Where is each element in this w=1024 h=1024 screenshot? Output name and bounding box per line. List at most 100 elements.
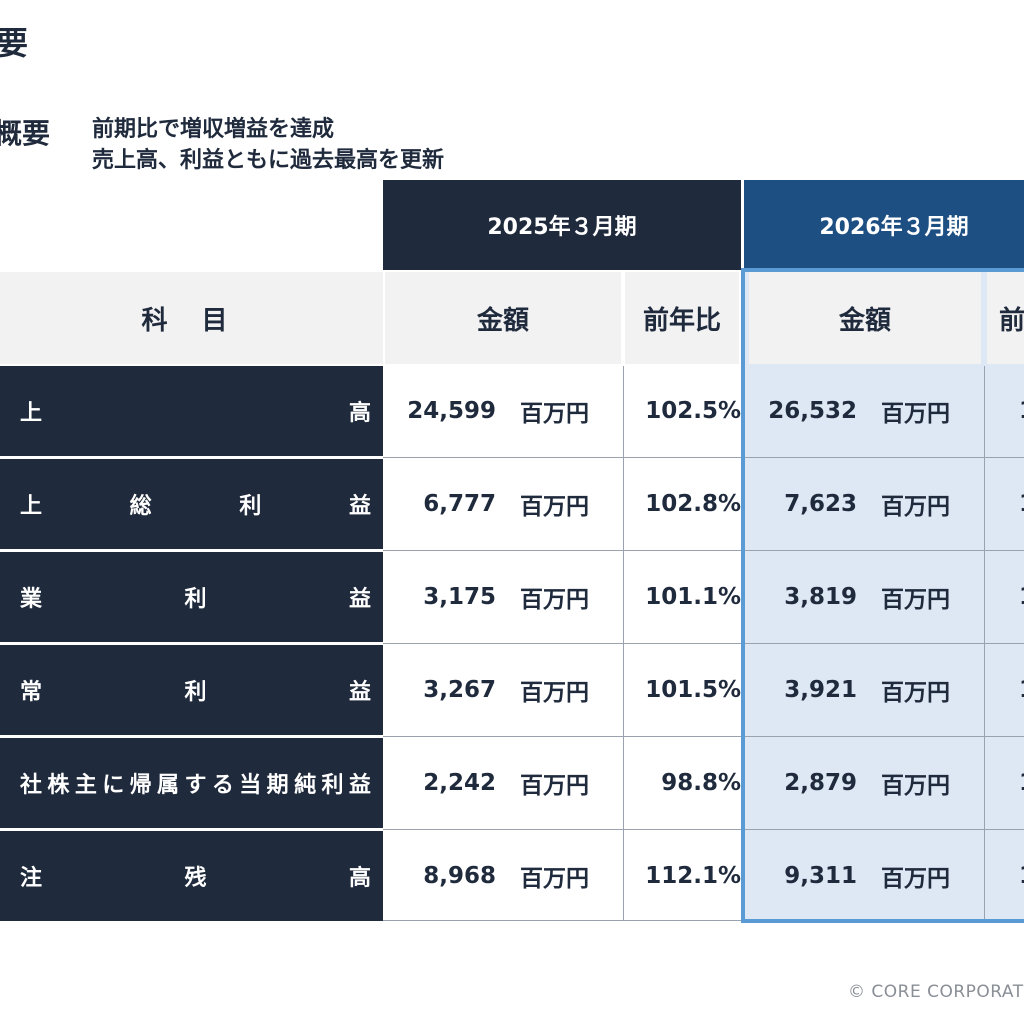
item-char: 益 <box>348 680 371 705</box>
curr-unit: 百万円 <box>881 773 950 799</box>
item-char: 利 <box>184 680 207 705</box>
curr-amount-cell: 3,819 百万円 <box>753 552 983 642</box>
item-char: 当 <box>239 773 262 798</box>
grid-line <box>383 829 1024 830</box>
prev-yoy: 98.8% <box>661 770 741 796</box>
curr-yoy-cell: 1 <box>987 459 1024 549</box>
current-period-highlight <box>741 268 1024 923</box>
item-char: 主 <box>74 773 97 798</box>
item-char: 益 <box>348 773 371 798</box>
prev-amount-cell: 2,242 百万円 <box>392 738 622 828</box>
curr-yoy-cell: 1 <box>987 552 1024 642</box>
column-header-yoy-2026: 前 <box>987 272 1024 364</box>
curr-amount: 2,879 <box>784 770 857 796</box>
item-char: 帰 <box>129 773 152 798</box>
item-char: 常 <box>20 680 43 705</box>
curr-amount-cell: 9,311 百万円 <box>753 831 983 921</box>
prev-amount: 8,968 <box>423 863 496 889</box>
prev-amount-cell: 24,599 百万円 <box>392 366 622 456</box>
curr-amount: 3,921 <box>784 677 857 703</box>
prev-yoy-cell: 102.5% <box>625 366 741 456</box>
item-char: 利 <box>321 773 344 798</box>
item-char: 上 <box>20 494 43 519</box>
curr-amount-cell: 26,532 百万円 <box>753 366 983 456</box>
copyright: © CORE CORPORAT <box>848 982 1024 1002</box>
prev-unit: 百万円 <box>520 401 589 427</box>
curr-unit: 百万円 <box>881 494 950 520</box>
prev-unit: 百万円 <box>520 773 589 799</box>
curr-yoy: 1 <box>1019 491 1024 517</box>
column-header-item: 科 目 <box>0 272 383 364</box>
curr-yoy: 1 <box>1019 770 1024 796</box>
prev-unit: 百万円 <box>520 494 589 520</box>
prev-yoy: 112.1% <box>645 863 741 889</box>
curr-amount: 7,623 <box>784 491 857 517</box>
prev-amount-cell: 3,175 百万円 <box>392 552 622 642</box>
grid-line <box>383 550 1024 551</box>
prev-amount-cell: 8,968 百万円 <box>392 831 622 921</box>
prev-yoy-cell: 112.1% <box>625 831 741 921</box>
curr-yoy-cell: 1 <box>987 645 1024 735</box>
period-header-2025: 2025年３月期 <box>383 180 741 270</box>
prev-yoy: 101.1% <box>645 584 741 610</box>
item-char: 利 <box>239 494 262 519</box>
prev-yoy: 102.5% <box>645 398 741 424</box>
item-char: 株 <box>47 773 70 798</box>
prev-yoy: 102.8% <box>645 491 741 517</box>
item-char: 業 <box>20 587 43 612</box>
curr-unit: 百万円 <box>881 401 950 427</box>
grid-line <box>984 366 985 921</box>
prev-yoy-cell: 101.5% <box>625 645 741 735</box>
summary-label: 概要 <box>0 117 51 150</box>
curr-yoy: 1 <box>1019 863 1024 889</box>
curr-yoy: 1 <box>1019 398 1024 424</box>
prev-yoy: 101.5% <box>645 677 741 703</box>
summary-text: 前期比で増収増益を達成 売上高、利益ともに過去最高を更新 <box>92 114 444 176</box>
prev-amount: 6,777 <box>423 491 496 517</box>
curr-amount: 26,532 <box>768 398 857 424</box>
item-char: 期 <box>266 773 289 798</box>
item-char: 残 <box>184 866 207 891</box>
item-char: 純 <box>294 773 317 798</box>
prev-amount-cell: 6,777 百万円 <box>392 459 622 549</box>
period-header-2026: 2026年３月期 <box>744 180 1024 270</box>
item-char: 社 <box>20 773 43 798</box>
curr-yoy-cell: 1 <box>987 738 1024 828</box>
prev-unit: 百万円 <box>520 680 589 706</box>
row-item-label: 常利益 <box>0 645 383 735</box>
row-item-label: 注残高 <box>0 831 383 921</box>
column-header-yoy-2025: 前年比 <box>625 272 739 364</box>
row-item-label: 業利益 <box>0 552 383 642</box>
summary-line-1: 前期比で増収増益を達成 <box>92 117 335 142</box>
curr-amount-cell: 3,921 百万円 <box>753 645 983 735</box>
curr-amount-cell: 2,879 百万円 <box>753 738 983 828</box>
item-char: 総 <box>129 494 152 519</box>
curr-yoy-cell: 1 <box>987 831 1024 921</box>
grid-line <box>383 736 1024 737</box>
grid-line <box>383 643 1024 644</box>
prev-unit: 百万円 <box>520 587 589 613</box>
curr-amount-cell: 7,623 百万円 <box>753 459 983 549</box>
curr-amount: 9,311 <box>784 863 857 889</box>
summary-line-2: 売上高、利益ともに過去最高を更新 <box>92 148 445 173</box>
prev-amount: 3,267 <box>423 677 496 703</box>
page-title: 要 <box>0 24 29 62</box>
item-char: 注 <box>20 866 43 891</box>
item-char: 益 <box>348 494 371 519</box>
item-char: 上 <box>20 401 43 426</box>
item-char: に <box>102 773 125 798</box>
prev-amount: 24,599 <box>407 398 496 424</box>
curr-unit: 百万円 <box>881 866 950 892</box>
item-char: 益 <box>348 587 371 612</box>
row-item-label: 社株主に帰属する当期純利益 <box>0 738 383 828</box>
prev-amount: 2,242 <box>423 770 496 796</box>
curr-unit: 百万円 <box>881 587 950 613</box>
item-char: 属 <box>157 773 180 798</box>
grid-line <box>623 366 624 921</box>
curr-yoy-cell: 1 <box>987 366 1024 456</box>
prev-yoy-cell: 98.8% <box>625 738 741 828</box>
item-char: す <box>184 773 207 798</box>
item-char: る <box>211 773 234 798</box>
curr-unit: 百万円 <box>881 680 950 706</box>
column-header-amount-2026: 金額 <box>749 272 981 364</box>
